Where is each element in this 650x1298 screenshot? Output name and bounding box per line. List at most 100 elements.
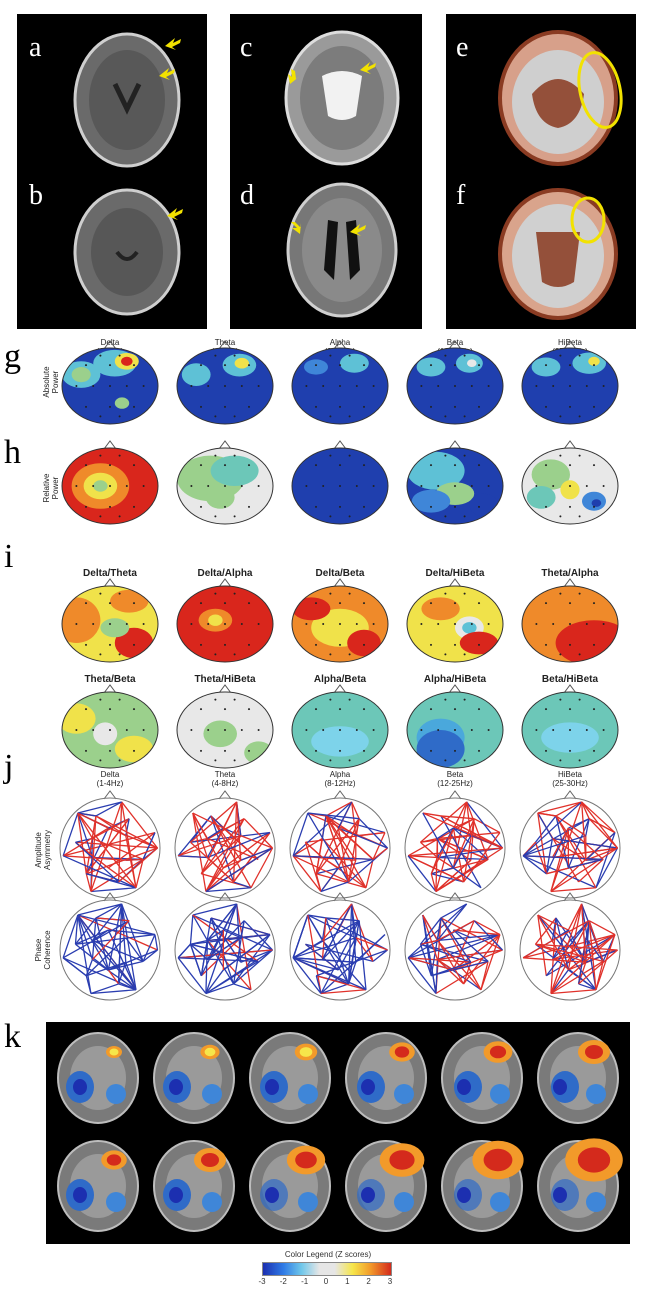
electrode xyxy=(348,759,351,762)
electrode xyxy=(569,364,571,367)
connection-line xyxy=(205,983,234,995)
electrode xyxy=(305,485,308,487)
electrode xyxy=(329,698,332,701)
connection-line xyxy=(588,920,597,990)
electrode xyxy=(214,698,217,701)
electrode xyxy=(257,485,260,487)
connection-line xyxy=(77,903,122,916)
electrode xyxy=(339,729,341,731)
electrode xyxy=(339,602,341,605)
mri-middle-svg xyxy=(284,30,400,318)
connection-line xyxy=(315,975,322,994)
panel-letter-f: f xyxy=(456,180,466,211)
connection-line xyxy=(463,934,501,985)
connection-line xyxy=(430,857,439,874)
topo-blob xyxy=(110,589,149,613)
electrode xyxy=(248,602,250,605)
connection-line xyxy=(534,815,557,843)
loreta-slice xyxy=(345,1032,427,1124)
connection-line xyxy=(435,960,489,995)
arrow-icon xyxy=(288,69,300,84)
head-outline xyxy=(59,899,161,1001)
electrode xyxy=(109,505,111,508)
electrode xyxy=(545,602,547,605)
electrode xyxy=(233,515,236,518)
connection-line xyxy=(355,937,388,951)
electrode xyxy=(355,385,358,387)
connection-line xyxy=(118,847,158,883)
topo-blob xyxy=(407,451,465,490)
negative-zscore-core xyxy=(265,1079,279,1095)
connection-line xyxy=(117,801,123,882)
connection-line xyxy=(440,815,475,820)
connection-line xyxy=(585,937,604,962)
nose-mark xyxy=(448,790,462,800)
connection-line xyxy=(292,937,356,959)
ratio-label: Alpha/Beta xyxy=(313,674,367,685)
topo-blob xyxy=(541,722,599,753)
connection-line xyxy=(355,937,374,962)
amplitude-asymmetry-hibeta xyxy=(519,790,621,899)
electrode xyxy=(478,749,480,752)
nose-mark xyxy=(563,440,577,450)
electrode xyxy=(559,698,562,701)
electrode xyxy=(109,364,111,367)
positive-zscore-core xyxy=(389,1150,415,1170)
connection-line xyxy=(142,934,156,962)
negative-zscore-region xyxy=(490,1084,510,1104)
connection-line xyxy=(522,855,597,889)
connection-line xyxy=(325,815,357,861)
connection-line xyxy=(337,801,353,829)
electrode xyxy=(315,364,317,367)
electrode xyxy=(190,385,193,387)
band-name: HiBeta xyxy=(557,338,582,347)
topo-blob xyxy=(114,397,130,409)
topo-blob xyxy=(526,486,556,509)
connection-line xyxy=(347,818,360,883)
electrode xyxy=(348,698,351,701)
head-outline xyxy=(61,691,159,769)
band-name: Theta xyxy=(214,338,236,347)
connection-line xyxy=(581,801,587,861)
ventricle-c xyxy=(322,71,362,120)
electrode xyxy=(322,385,325,387)
pet-uptake-e xyxy=(532,79,584,128)
connection-line xyxy=(77,812,93,839)
connection-line xyxy=(537,812,557,817)
nose-mark xyxy=(563,578,577,588)
connection-line xyxy=(210,917,235,985)
loreta-slice xyxy=(345,1140,427,1232)
nose-mark xyxy=(103,440,117,450)
electrode xyxy=(142,623,145,625)
electrode xyxy=(593,364,595,367)
connection-line xyxy=(305,943,374,962)
electrode xyxy=(339,643,341,646)
electrode xyxy=(240,485,243,487)
phase-coherence-beta xyxy=(404,892,506,1001)
electrode xyxy=(339,505,341,508)
nose-mark xyxy=(103,790,117,800)
connection-line xyxy=(473,920,503,951)
connection-line xyxy=(62,914,79,959)
electrode xyxy=(339,364,341,367)
positive-zscore-core xyxy=(201,1153,219,1167)
electrode xyxy=(437,385,440,387)
electrode xyxy=(430,643,432,646)
connection-line xyxy=(233,832,271,883)
connection-line xyxy=(435,827,454,892)
nose-mark xyxy=(103,892,117,902)
topo-blob xyxy=(208,614,223,626)
panel-letter-b: b xyxy=(29,180,43,211)
connection-line xyxy=(92,818,130,840)
negative-zscore-core xyxy=(361,1187,375,1203)
colorbar-tick: -2 xyxy=(279,1277,287,1286)
connection-line xyxy=(90,983,119,995)
electrode xyxy=(444,592,447,595)
head-outline xyxy=(519,797,621,899)
panel-letter-e: e xyxy=(456,32,469,63)
electrode xyxy=(444,515,447,518)
electrode xyxy=(207,485,210,487)
nose-mark xyxy=(333,440,347,450)
electrode xyxy=(92,485,95,487)
brain-slice-d-inner xyxy=(302,198,382,302)
